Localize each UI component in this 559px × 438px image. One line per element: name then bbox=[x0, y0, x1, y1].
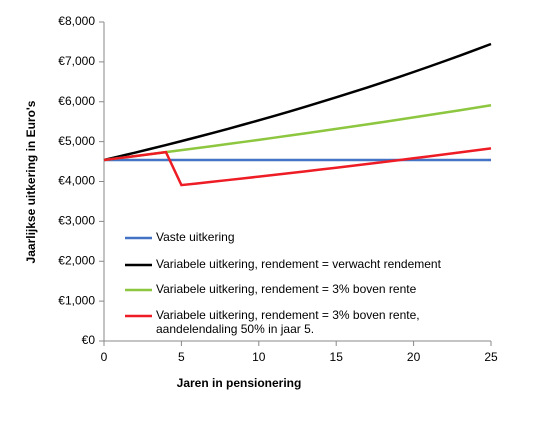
y-tick-label: €3,000 bbox=[58, 214, 95, 228]
x-tick-label: 15 bbox=[330, 350, 344, 364]
x-tick-label: 0 bbox=[101, 350, 108, 364]
y-tick-label: €6,000 bbox=[58, 94, 95, 108]
y-tick-label: €5,000 bbox=[58, 134, 95, 148]
legend-entry: Vaste uitkering bbox=[156, 230, 235, 244]
y-tick-label: €0 bbox=[82, 333, 96, 347]
legend-entry: Variabele uitkering, rendement = 3% bove… bbox=[156, 308, 420, 336]
legend-label: Vaste uitkering bbox=[156, 230, 235, 244]
x-tick-label: 25 bbox=[484, 350, 498, 364]
y-axis-title: Jaarlijkse uitkering in Euro's bbox=[24, 100, 38, 263]
x-tick-label: 5 bbox=[178, 350, 185, 364]
legend-label: Variabele uitkering, rendement = 3% bove… bbox=[156, 308, 420, 336]
series-line bbox=[103, 147, 492, 187]
legend-entry: Variabele uitkering, rendement = 3% bove… bbox=[156, 282, 417, 296]
series-line bbox=[103, 104, 492, 162]
legend-label: Variabele uitkering, rendement = verwach… bbox=[156, 257, 441, 271]
y-tick-label: €8,000 bbox=[58, 14, 95, 28]
legend-label: Variabele uitkering, rendement = 3% bove… bbox=[156, 282, 417, 296]
y-tick-label: €4,000 bbox=[58, 174, 95, 188]
y-tick-label: €1,000 bbox=[58, 293, 95, 307]
x-tick-label: 20 bbox=[407, 350, 421, 364]
y-tick-label: €2,000 bbox=[58, 253, 95, 267]
x-axis-title: Jaren in pensionering bbox=[177, 376, 302, 390]
legend-entry: Variabele uitkering, rendement = verwach… bbox=[156, 257, 441, 271]
x-tick-label: 10 bbox=[252, 350, 266, 364]
y-tick-label: €7,000 bbox=[58, 54, 95, 68]
series-line bbox=[103, 42, 492, 162]
